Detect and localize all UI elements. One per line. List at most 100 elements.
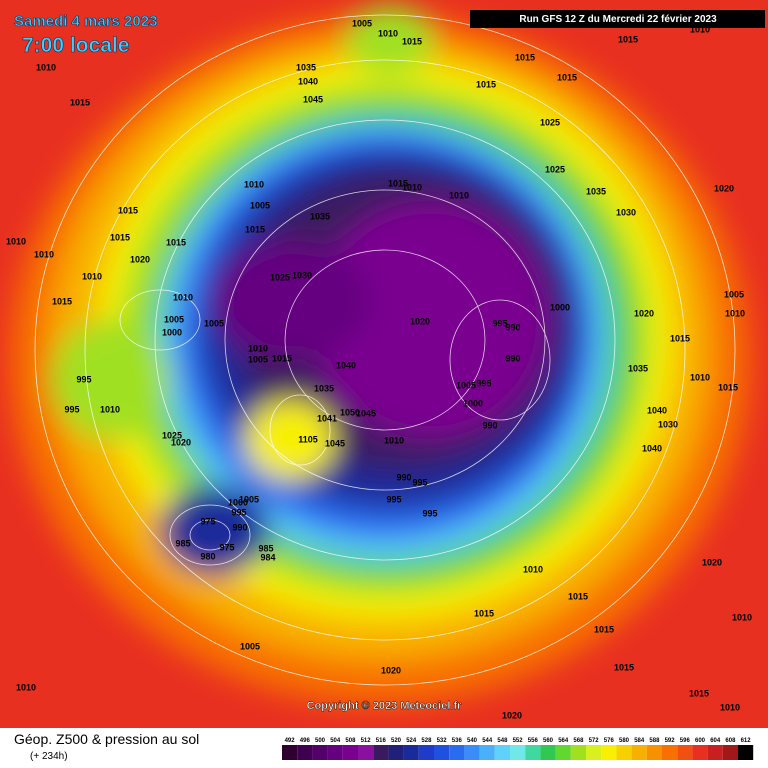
scale-label: 588 bbox=[649, 738, 660, 744]
scale-swatch bbox=[540, 745, 556, 760]
pressure-label: 1010 bbox=[82, 271, 102, 281]
pressure-label: 1015 bbox=[614, 662, 634, 672]
date: Samedi 4 mars 2023 bbox=[14, 13, 157, 30]
pressure-label: 1020 bbox=[171, 437, 191, 447]
scale-label: 528 bbox=[421, 738, 432, 744]
run-banner bbox=[470, 10, 765, 28]
pressure-label: 1005 bbox=[240, 641, 260, 651]
pressure-label: 1040 bbox=[298, 76, 318, 86]
pressure-label: 1010 bbox=[34, 249, 54, 259]
pressure-label: 1015 bbox=[670, 333, 690, 343]
pressure-label: 990 bbox=[232, 522, 247, 532]
pressure-label: 1010 bbox=[449, 190, 469, 200]
scale-swatch bbox=[570, 745, 586, 760]
scale-label: 552 bbox=[513, 738, 524, 744]
pressure-label: 1025 bbox=[545, 164, 565, 174]
pressure-label: 1010 bbox=[402, 182, 422, 192]
scale-swatch bbox=[646, 745, 662, 760]
scale-label: 604 bbox=[710, 738, 721, 744]
scale-label: 572 bbox=[589, 738, 600, 744]
copyright: Copyright © 2023 Meteociel.fr bbox=[307, 700, 463, 712]
pressure-label: 1020 bbox=[130, 254, 150, 264]
pressure-label: 990 bbox=[396, 472, 411, 482]
scale-label: 520 bbox=[391, 738, 402, 744]
scale-label: 524 bbox=[406, 738, 417, 744]
pressure-label: 1025 bbox=[540, 117, 560, 127]
pressure-label: 1005 bbox=[239, 494, 259, 504]
pressure-label: 1010 bbox=[100, 404, 120, 414]
scale-swatch bbox=[677, 745, 693, 760]
pressure-label: 1020 bbox=[381, 665, 401, 675]
scale-swatch bbox=[479, 745, 495, 760]
pressure-label: 1035 bbox=[586, 186, 606, 196]
scale-label: 592 bbox=[665, 738, 676, 744]
pressure-label: 1005 bbox=[724, 289, 744, 299]
run-info: Run GFS 12 Z du Mercredi 22 février 2023 bbox=[519, 14, 717, 25]
scale-swatch bbox=[692, 745, 708, 760]
geopotential-field bbox=[10, 5, 750, 705]
pressure-label: 1015 bbox=[474, 608, 494, 618]
scale-label: 576 bbox=[604, 738, 615, 744]
pressure-label: 1010 bbox=[732, 612, 752, 622]
pressure-label: 984 bbox=[260, 552, 275, 562]
scale-label: 516 bbox=[376, 738, 387, 744]
pressure-label: 1041 bbox=[317, 413, 337, 423]
scale-label: 596 bbox=[680, 738, 691, 744]
pressure-label: 1045 bbox=[325, 438, 345, 448]
pressure-label: 990 bbox=[505, 353, 520, 363]
pressure-label: 980 bbox=[200, 551, 215, 561]
scale-label: 612 bbox=[741, 738, 752, 744]
pressure-label: 1015 bbox=[272, 353, 292, 363]
scale-label: 492 bbox=[285, 738, 296, 744]
pressure-label: 995 bbox=[386, 494, 401, 504]
pressure-label: 1010 bbox=[36, 62, 56, 72]
pressure-label: 1040 bbox=[336, 360, 356, 370]
pressure-label: 1010 bbox=[16, 682, 36, 692]
pressure-label: 1015 bbox=[557, 72, 577, 82]
pressure-label: 1010 bbox=[244, 179, 264, 189]
pressure-label: 975 bbox=[200, 516, 215, 526]
scale-swatch bbox=[327, 745, 343, 760]
pressure-label: 1005 bbox=[456, 380, 476, 390]
pressure-label: 1010 bbox=[248, 343, 268, 353]
pressure-label: 1015 bbox=[52, 296, 72, 306]
pressure-label: 985 bbox=[175, 538, 190, 548]
pressure-label: 1045 bbox=[303, 94, 323, 104]
scale-label: 548 bbox=[497, 738, 508, 744]
pressure-label: 1105 bbox=[298, 434, 318, 444]
pressure-label: 1035 bbox=[314, 383, 334, 393]
pressure-label: 1035 bbox=[628, 363, 648, 373]
pressure-label: 1010 bbox=[725, 308, 745, 318]
pressure-label: 1030 bbox=[616, 207, 636, 217]
scale-label: 532 bbox=[437, 738, 448, 744]
pressure-label: 1015 bbox=[118, 205, 138, 215]
scale-swatch bbox=[662, 745, 678, 760]
scale-label: 536 bbox=[452, 738, 463, 744]
scale-label: 608 bbox=[725, 738, 736, 744]
scale-label: 556 bbox=[528, 738, 539, 744]
isobars bbox=[34, 14, 736, 686]
pressure-label: 1015 bbox=[594, 624, 614, 634]
pressure-label: 1050 bbox=[340, 407, 360, 417]
pressure-label: 1015 bbox=[245, 224, 265, 234]
pressure-label: 1005 bbox=[250, 200, 270, 210]
pressure-label: 975 bbox=[219, 542, 234, 552]
scale-label: 504 bbox=[330, 738, 341, 744]
pressure-label: 1030 bbox=[292, 270, 312, 280]
pressure-label: 1015 bbox=[476, 79, 496, 89]
scale-swatch bbox=[358, 745, 374, 760]
pressure-label: 1000 bbox=[228, 497, 248, 507]
pressure-label: 1025 bbox=[270, 272, 290, 282]
scale-label: 500 bbox=[315, 738, 326, 744]
pressure-label: 1020 bbox=[714, 183, 734, 193]
scale-swatch bbox=[631, 745, 647, 760]
pressure-label: 995 bbox=[492, 318, 507, 328]
scale-swatch bbox=[312, 745, 328, 760]
pressure-label: 1030 bbox=[658, 419, 678, 429]
scale-label: 508 bbox=[345, 738, 356, 744]
color-scale: 492 496 500 504 508 512 516 520 524 528 532 536 540 5… bbox=[282, 738, 754, 760]
scale-swatch bbox=[586, 745, 602, 760]
pressure-label: 1015 bbox=[618, 34, 638, 44]
pressure-label: 1010 bbox=[173, 292, 193, 302]
scale-swatch bbox=[449, 745, 465, 760]
